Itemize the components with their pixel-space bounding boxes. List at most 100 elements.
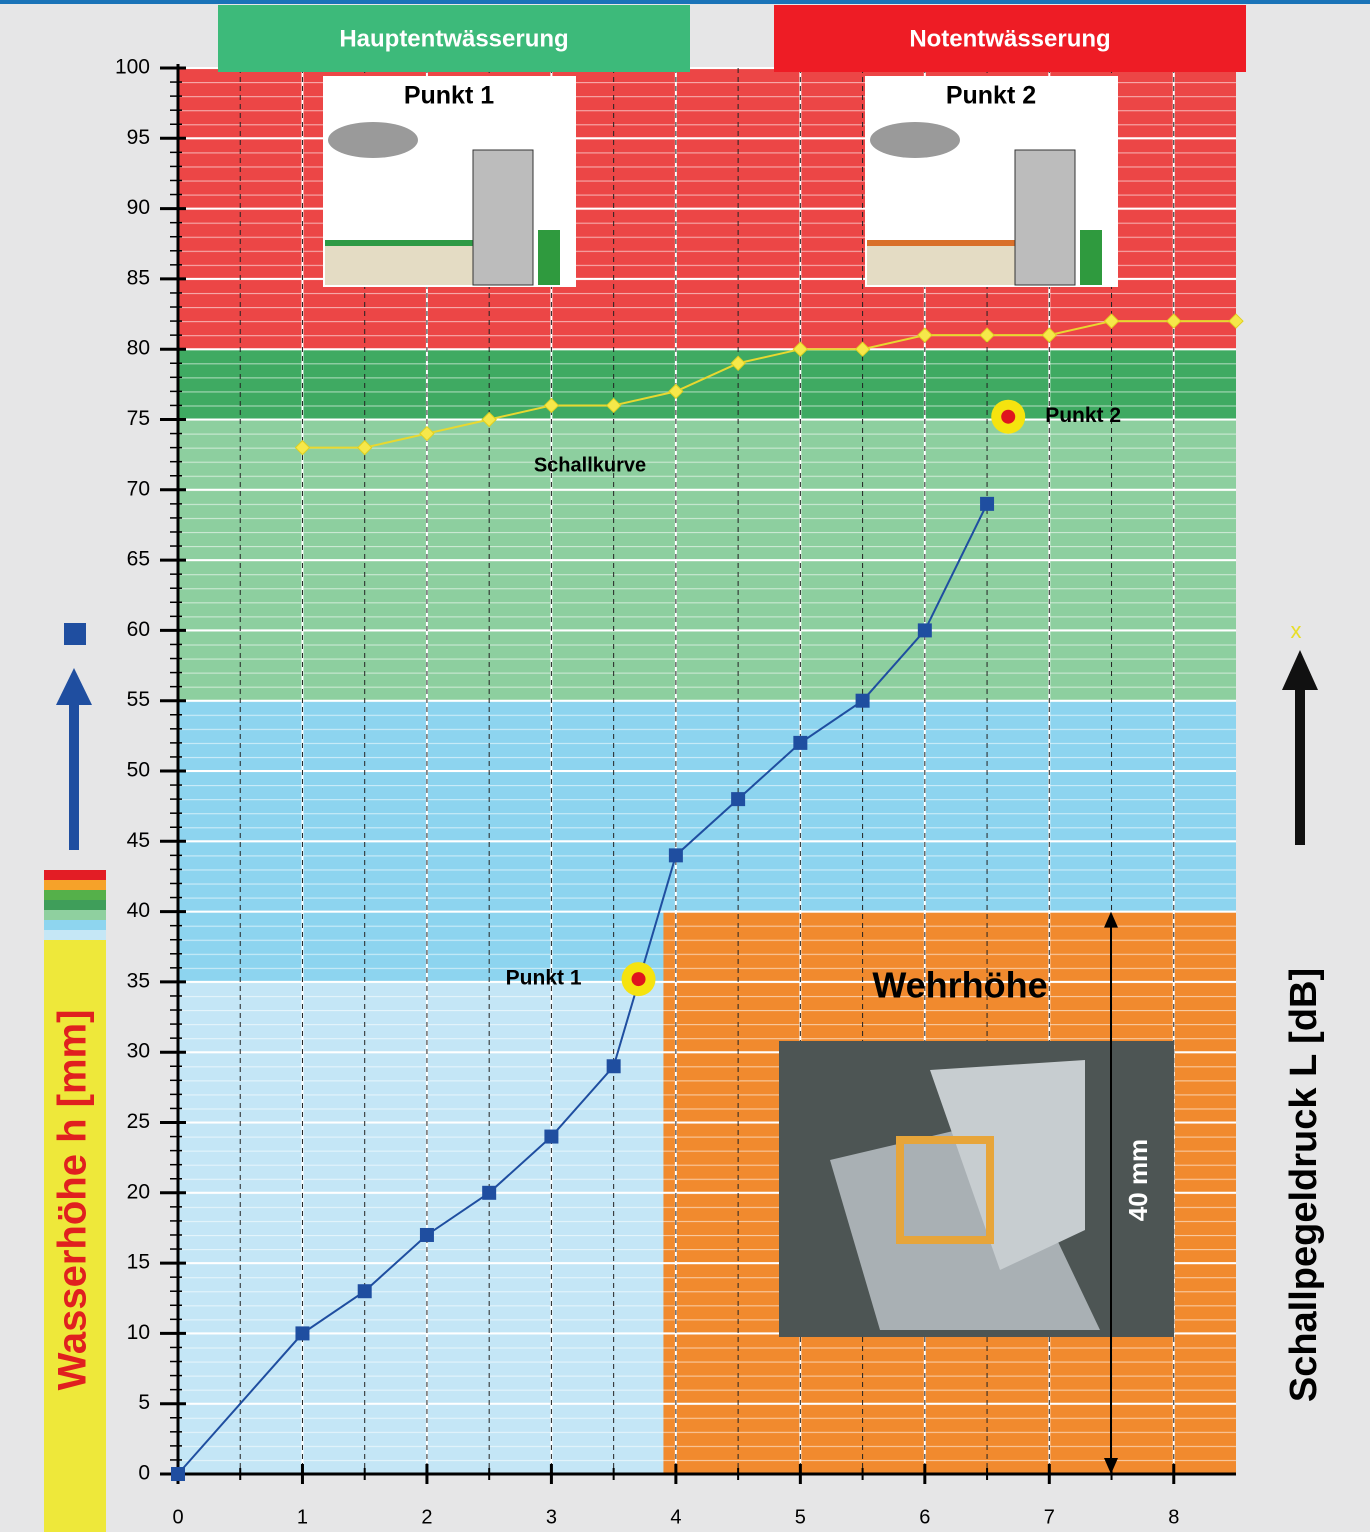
color-key [44, 930, 106, 940]
data-point [668, 383, 684, 400]
data-point [294, 439, 311, 456]
y-tick-label: 50 [127, 759, 150, 782]
cloud [870, 122, 960, 158]
y-tick-label: 45 [127, 829, 150, 852]
x-tick-label: 0 [172, 1506, 183, 1528]
y-tick-label: 75 [127, 407, 150, 430]
cloud [328, 122, 418, 158]
dim-arrow [1104, 911, 1118, 928]
insulation [325, 245, 495, 285]
data-point [544, 1129, 559, 1144]
top-rule [0, 0, 1370, 4]
data-point [1041, 327, 1058, 343]
punkt-dot [631, 972, 646, 987]
banner-label: Notentwässerung [909, 25, 1110, 52]
data-point [419, 425, 435, 442]
data-point [730, 355, 746, 371]
weir-label: Wehrhöhe [872, 965, 1047, 1006]
data-point [171, 1467, 185, 1481]
y-axis-title: Wasserhöhe h [mm] [51, 1010, 95, 1391]
weir-photo-wall [930, 1060, 1085, 1270]
color-key [44, 880, 106, 890]
inset-title: Punkt 2 [946, 82, 1036, 110]
data-point [979, 327, 995, 343]
y-series-key [64, 623, 86, 645]
data-point [792, 341, 809, 357]
y-tick-label: 30 [127, 1040, 150, 1063]
ylabel-bg [44, 940, 106, 1532]
color-key [44, 910, 106, 920]
y-tick-label: 20 [127, 1180, 150, 1203]
y-tick-label: 85 [127, 266, 150, 289]
punkt-label: Punkt 1 [506, 967, 582, 990]
data-point [295, 1326, 310, 1341]
data-point [482, 1185, 497, 1200]
y2-arrow-head [1282, 650, 1318, 690]
x-tick-label: 8 [1168, 1506, 1179, 1528]
y-tick-label: 5 [138, 1391, 150, 1414]
x-tick-label: 4 [670, 1506, 681, 1528]
data-point [668, 848, 683, 863]
color-key [44, 870, 106, 880]
y-tick-label: 70 [127, 477, 150, 500]
data-point [357, 1284, 372, 1299]
x-tick-label: 6 [919, 1506, 930, 1528]
y-tick-label: 25 [127, 1110, 150, 1133]
data-point [1228, 313, 1244, 329]
data-point [1103, 313, 1120, 329]
weir-dimension-label: 40 mm [1123, 1139, 1153, 1221]
y-tick-label: 65 [127, 548, 150, 571]
data-point [481, 411, 497, 428]
banner [218, 5, 690, 72]
data-point [917, 623, 932, 638]
color-key [44, 920, 106, 930]
roof-layer [867, 240, 1037, 246]
y-tick-label: 80 [127, 337, 150, 360]
drain-pipe [1080, 230, 1102, 285]
y-tick-label: 35 [127, 969, 150, 992]
y-tick-label: 55 [127, 688, 150, 711]
y-tick-label: 15 [127, 1251, 150, 1274]
data-point [356, 439, 373, 456]
color-key [44, 890, 106, 900]
x-tick-label: 5 [795, 1506, 806, 1528]
y-tick-label: 95 [127, 126, 150, 149]
data-point [606, 1059, 621, 1074]
wall [472, 149, 534, 286]
insulation [867, 245, 1037, 285]
y-arrow-head [56, 668, 92, 705]
data-point [980, 496, 995, 511]
y2-axis-title: Schallpegeldruck L [dB] [1283, 968, 1325, 1402]
y-tick-label: 90 [127, 196, 150, 219]
wall [1014, 149, 1076, 286]
punkt-label: Punkt 2 [1045, 404, 1121, 427]
data-point [854, 341, 871, 357]
color-key [44, 900, 106, 910]
x-tick-label: 2 [421, 1506, 432, 1528]
data-point [793, 735, 808, 750]
x-tick-label: 7 [1044, 1506, 1055, 1528]
y-tick-label: 100 [115, 56, 150, 79]
y-tick-label: 10 [127, 1321, 150, 1344]
data-point [855, 693, 870, 708]
dim-arrow [1104, 1458, 1118, 1474]
y2-symbol: x [1291, 618, 1302, 643]
data-point [543, 397, 560, 414]
data-point [1166, 313, 1182, 329]
series-line [302, 320, 1236, 449]
series-label: Schallkurve [534, 454, 646, 476]
y-tick-label: 60 [127, 618, 150, 641]
weir-photo-basket [896, 1136, 994, 1244]
data-point [605, 397, 622, 414]
punkt-dot [1001, 409, 1016, 424]
data-point [731, 792, 746, 807]
data-point [917, 327, 933, 343]
drain-pipe [538, 230, 560, 285]
y-tick-label: 0 [138, 1462, 150, 1485]
x-tick-label: 1 [297, 1506, 308, 1528]
inset-title: Punkt 1 [404, 82, 494, 110]
y-tick-label: 40 [127, 899, 150, 922]
banner [774, 5, 1246, 72]
x-tick-label: 3 [546, 1506, 557, 1528]
